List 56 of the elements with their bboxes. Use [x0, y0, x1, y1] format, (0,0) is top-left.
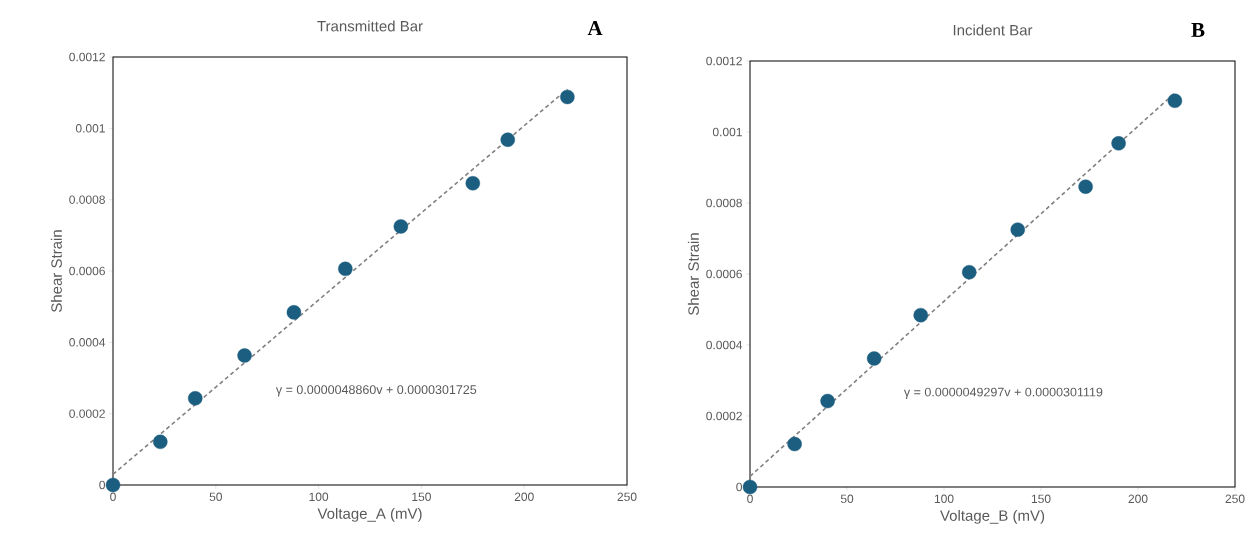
y-tick-label: 0.0008: [69, 195, 105, 204]
x-tick-label: 100: [934, 494, 954, 504]
y-tick-label: 0: [99, 480, 106, 490]
y-axis-title: Shear Strain: [687, 233, 699, 316]
point: [286, 305, 302, 320]
point: [105, 477, 121, 493]
point: [500, 132, 515, 147]
y-tick-label: 0.0004: [69, 338, 106, 347]
y-tick-label: 0.001: [712, 127, 742, 137]
x-tick-label: 250: [617, 492, 637, 502]
point: [913, 307, 928, 323]
point: [188, 391, 203, 406]
y-tick-label: 0.001: [75, 124, 105, 133]
point: [1010, 222, 1025, 237]
point: [393, 219, 409, 234]
x-tick-label: 100: [309, 492, 329, 502]
point: [153, 434, 168, 450]
point: [820, 393, 835, 409]
point: [465, 176, 481, 191]
annotation: γ = 0.0000048860v + 0.0000301725: [275, 385, 477, 397]
x-tick-label: 50: [209, 492, 223, 502]
y-tick-label: 0.0004: [706, 340, 743, 350]
point: [787, 436, 802, 452]
point: [1167, 93, 1183, 108]
y-tick-label: 0: [736, 482, 743, 492]
x-tick-label: 200: [514, 492, 534, 502]
point: [338, 261, 353, 277]
x-axis-title: Voltage_A (mV): [317, 507, 422, 522]
y-tick-label: 0.0006: [706, 269, 742, 279]
x-tick-label: 150: [412, 492, 431, 502]
point: [560, 89, 575, 105]
y-tick-label: 0.0012: [706, 56, 742, 66]
y-tick-label: 0.0002: [69, 409, 105, 418]
chart-title: Incident Bar: [953, 24, 1033, 36]
chart-title: Transmitted Bar: [317, 20, 423, 32]
point: [1078, 179, 1093, 194]
text: B: [1191, 23, 1205, 37]
text: A: [587, 21, 603, 35]
y-tick-label: 0.0008: [706, 198, 742, 208]
y-tick-label: 0.0006: [69, 266, 105, 276]
x-axis-title: Voltage_B (mV): [940, 509, 1045, 524]
point: [962, 265, 977, 280]
x-tick-label: 150: [1031, 494, 1051, 504]
point: [866, 351, 882, 366]
x-tick-label: 250: [1225, 494, 1245, 504]
x-tick-label: 50: [840, 494, 854, 504]
x-tick-label: 0: [110, 492, 116, 502]
point: [742, 479, 758, 495]
y-tick-label: 0.0002: [706, 411, 742, 421]
point: [237, 348, 252, 363]
y-tick-label: 0.0012: [69, 52, 105, 62]
x-tick-label: 200: [1128, 494, 1148, 504]
point: [1111, 136, 1126, 151]
x-tick-label: 0: [747, 494, 753, 504]
annotation: γ = 0.0000049297v + 0.0000301119: [903, 387, 1103, 399]
y-axis-title: Shear Strain: [50, 230, 62, 313]
